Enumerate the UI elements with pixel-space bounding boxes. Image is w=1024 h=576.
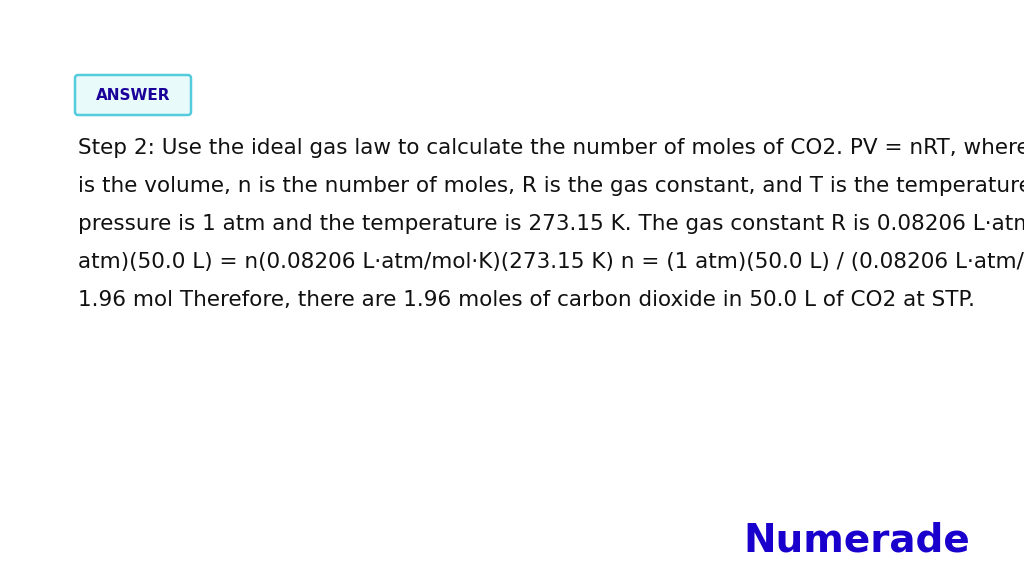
FancyBboxPatch shape bbox=[75, 75, 191, 115]
Text: ANSWER: ANSWER bbox=[96, 88, 170, 103]
Text: pressure is 1 atm and the temperature is 273.15 K. The gas constant R is 0.08206: pressure is 1 atm and the temperature is… bbox=[78, 214, 1024, 234]
Text: Numerade: Numerade bbox=[743, 521, 970, 559]
Text: Step 2: Use the ideal gas law to calculate the number of moles of CO2. PV = nRT,: Step 2: Use the ideal gas law to calcula… bbox=[78, 138, 1024, 158]
Text: atm)(50.0 L) = n(0.08206 L·atm/mol·K)(273.15 K) n = (1 atm)(50.0 L) / (0.08206 L: atm)(50.0 L) = n(0.08206 L·atm/mol·K)(27… bbox=[78, 252, 1024, 272]
Text: is the volume, n is the number of moles, R is the gas constant, and T is the tem: is the volume, n is the number of moles,… bbox=[78, 176, 1024, 196]
Text: 1.96 mol Therefore, there are 1.96 moles of carbon dioxide in 50.0 L of CO2 at S: 1.96 mol Therefore, there are 1.96 moles… bbox=[78, 290, 975, 310]
